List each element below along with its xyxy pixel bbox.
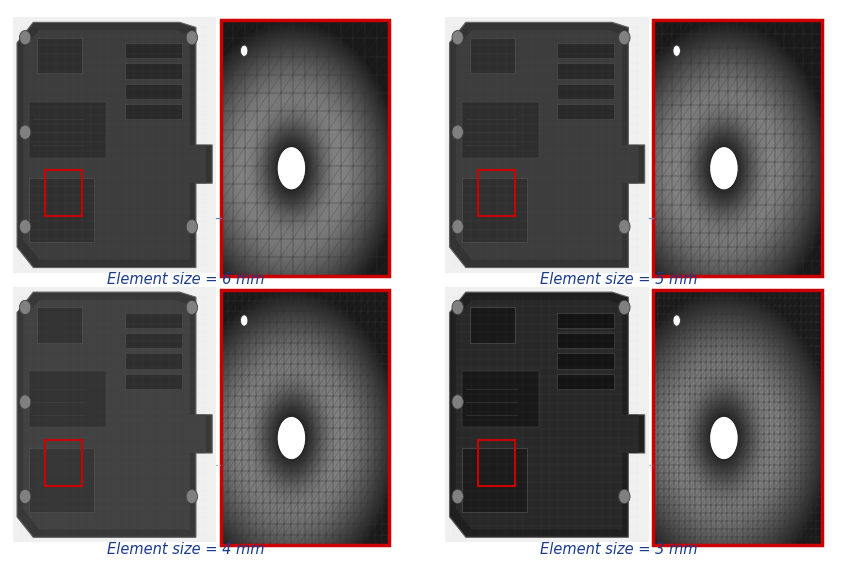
Bar — [125, 354, 182, 369]
Text: Element size = 3 mm: Element size = 3 mm — [540, 542, 697, 557]
Polygon shape — [17, 292, 212, 537]
Circle shape — [186, 489, 197, 503]
Bar — [557, 63, 614, 79]
Circle shape — [20, 300, 31, 315]
Circle shape — [20, 125, 31, 139]
Circle shape — [618, 219, 630, 234]
Bar — [557, 43, 614, 58]
Circle shape — [618, 489, 630, 503]
Circle shape — [186, 30, 197, 45]
Bar — [29, 371, 106, 428]
Bar — [37, 38, 82, 73]
Polygon shape — [17, 22, 212, 267]
Circle shape — [452, 125, 464, 139]
Bar — [557, 104, 614, 119]
Bar — [470, 308, 515, 343]
Circle shape — [618, 300, 630, 315]
Bar — [125, 374, 182, 389]
Circle shape — [452, 300, 464, 315]
Circle shape — [277, 416, 305, 460]
Bar — [46, 170, 82, 216]
Bar — [29, 102, 106, 158]
Circle shape — [240, 45, 248, 56]
Circle shape — [20, 30, 31, 45]
Circle shape — [673, 315, 681, 326]
Text: Element size = 4 mm: Element size = 4 mm — [107, 542, 265, 557]
Bar — [125, 63, 182, 79]
Circle shape — [673, 45, 681, 56]
Circle shape — [709, 146, 738, 190]
Circle shape — [709, 416, 738, 460]
Polygon shape — [450, 292, 644, 537]
Bar — [478, 170, 515, 216]
Bar — [470, 38, 515, 73]
Bar — [37, 308, 82, 343]
Circle shape — [277, 146, 305, 190]
Bar — [478, 440, 515, 486]
Circle shape — [20, 489, 31, 503]
Polygon shape — [456, 30, 638, 260]
Circle shape — [20, 395, 31, 409]
Bar — [462, 371, 539, 428]
Circle shape — [618, 30, 630, 45]
Circle shape — [452, 489, 464, 503]
Circle shape — [20, 219, 31, 234]
Circle shape — [186, 300, 197, 315]
Circle shape — [452, 219, 464, 234]
Bar — [125, 43, 182, 58]
Polygon shape — [23, 300, 206, 530]
Bar — [462, 102, 539, 158]
Bar — [462, 448, 527, 512]
Bar — [46, 440, 82, 486]
Polygon shape — [450, 22, 644, 267]
Bar — [557, 84, 614, 99]
Bar — [125, 104, 182, 119]
Bar — [557, 313, 614, 328]
Circle shape — [240, 315, 248, 326]
Bar — [557, 354, 614, 369]
Polygon shape — [23, 30, 206, 260]
Bar — [125, 333, 182, 348]
Text: Element size = 6 mm: Element size = 6 mm — [107, 272, 265, 287]
Bar — [29, 178, 94, 242]
Circle shape — [186, 219, 197, 234]
Bar — [462, 178, 527, 242]
Bar — [557, 333, 614, 348]
Circle shape — [452, 395, 464, 409]
Text: Element size = 5 mm: Element size = 5 mm — [540, 272, 697, 287]
Circle shape — [452, 30, 464, 45]
Bar — [125, 313, 182, 328]
Bar — [125, 84, 182, 99]
Bar — [29, 448, 94, 512]
Polygon shape — [456, 300, 638, 530]
Bar — [557, 374, 614, 389]
